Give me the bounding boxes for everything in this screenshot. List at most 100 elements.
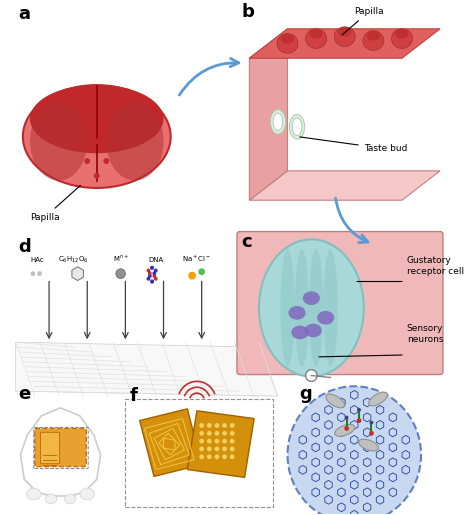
Ellipse shape: [335, 424, 355, 436]
Circle shape: [222, 431, 227, 436]
Text: b: b: [242, 3, 255, 21]
Ellipse shape: [45, 494, 57, 504]
Circle shape: [116, 269, 126, 279]
Ellipse shape: [359, 439, 379, 451]
Ellipse shape: [306, 29, 327, 48]
Text: Papilla: Papilla: [30, 185, 81, 222]
Circle shape: [222, 439, 227, 443]
Circle shape: [230, 454, 235, 459]
Polygon shape: [249, 29, 440, 58]
Ellipse shape: [367, 31, 380, 41]
Circle shape: [37, 271, 42, 276]
Ellipse shape: [64, 494, 76, 504]
Ellipse shape: [338, 27, 351, 37]
Circle shape: [207, 423, 212, 428]
Polygon shape: [72, 267, 83, 281]
Circle shape: [153, 271, 156, 275]
Text: Papilla: Papilla: [342, 7, 384, 35]
Circle shape: [30, 271, 35, 276]
Circle shape: [357, 408, 361, 412]
Circle shape: [215, 447, 219, 452]
Polygon shape: [16, 342, 278, 396]
FancyBboxPatch shape: [237, 232, 443, 374]
Circle shape: [356, 418, 362, 423]
Circle shape: [222, 423, 227, 428]
Circle shape: [207, 431, 212, 436]
Text: DNA: DNA: [148, 257, 164, 263]
Circle shape: [207, 454, 212, 459]
Text: M$^{n+}$: M$^{n+}$: [113, 253, 128, 264]
Circle shape: [198, 268, 205, 275]
Ellipse shape: [310, 29, 323, 39]
Ellipse shape: [295, 249, 309, 367]
Ellipse shape: [280, 249, 295, 367]
Circle shape: [150, 266, 154, 270]
Circle shape: [215, 439, 219, 443]
Circle shape: [154, 277, 158, 281]
Ellipse shape: [23, 85, 171, 188]
Text: C$_6$H$_{12}$O$_6$: C$_6$H$_{12}$O$_6$: [58, 255, 88, 265]
Ellipse shape: [309, 249, 323, 367]
Circle shape: [230, 431, 235, 436]
Ellipse shape: [259, 239, 364, 376]
Ellipse shape: [303, 291, 320, 305]
Text: a: a: [18, 5, 30, 23]
Ellipse shape: [292, 325, 309, 339]
Circle shape: [188, 272, 196, 280]
Polygon shape: [187, 411, 254, 477]
Circle shape: [199, 439, 204, 443]
Circle shape: [150, 280, 154, 283]
Polygon shape: [20, 408, 100, 496]
Ellipse shape: [273, 113, 283, 131]
Ellipse shape: [317, 311, 334, 324]
Text: e: e: [18, 385, 31, 403]
Circle shape: [94, 139, 100, 144]
Ellipse shape: [323, 249, 337, 367]
Circle shape: [199, 431, 204, 436]
Ellipse shape: [277, 33, 298, 53]
Circle shape: [369, 431, 374, 436]
Circle shape: [215, 454, 219, 459]
Text: HAc: HAc: [31, 257, 45, 263]
Circle shape: [230, 447, 235, 452]
Polygon shape: [249, 171, 440, 200]
Circle shape: [207, 447, 212, 452]
Ellipse shape: [363, 31, 384, 50]
Ellipse shape: [27, 488, 41, 500]
Text: Na$^+$Cl$^-$: Na$^+$Cl$^-$: [182, 253, 211, 264]
Ellipse shape: [392, 29, 412, 48]
Circle shape: [103, 158, 109, 164]
Circle shape: [215, 431, 219, 436]
Ellipse shape: [334, 27, 355, 46]
Circle shape: [153, 274, 156, 278]
Ellipse shape: [305, 323, 322, 337]
Ellipse shape: [281, 33, 294, 43]
Text: Sensory
neurons: Sensory neurons: [407, 324, 443, 344]
FancyBboxPatch shape: [40, 432, 60, 464]
Polygon shape: [140, 409, 201, 476]
FancyArrowPatch shape: [179, 58, 239, 95]
Ellipse shape: [30, 102, 87, 181]
Circle shape: [199, 454, 204, 459]
Circle shape: [199, 423, 204, 428]
Ellipse shape: [106, 102, 164, 181]
Circle shape: [199, 447, 204, 452]
Circle shape: [215, 423, 219, 428]
Circle shape: [306, 370, 317, 382]
Text: g: g: [299, 385, 312, 403]
Circle shape: [222, 447, 227, 452]
Text: f: f: [129, 387, 137, 405]
Circle shape: [222, 454, 227, 459]
Text: d: d: [18, 238, 31, 256]
Circle shape: [154, 268, 158, 272]
Circle shape: [148, 271, 152, 275]
Circle shape: [370, 421, 374, 424]
Circle shape: [344, 426, 349, 431]
FancyArrowPatch shape: [336, 198, 368, 243]
Text: c: c: [242, 233, 252, 251]
Circle shape: [75, 143, 81, 149]
Circle shape: [150, 266, 154, 270]
Circle shape: [146, 268, 150, 272]
Ellipse shape: [292, 118, 302, 135]
Ellipse shape: [395, 29, 409, 39]
